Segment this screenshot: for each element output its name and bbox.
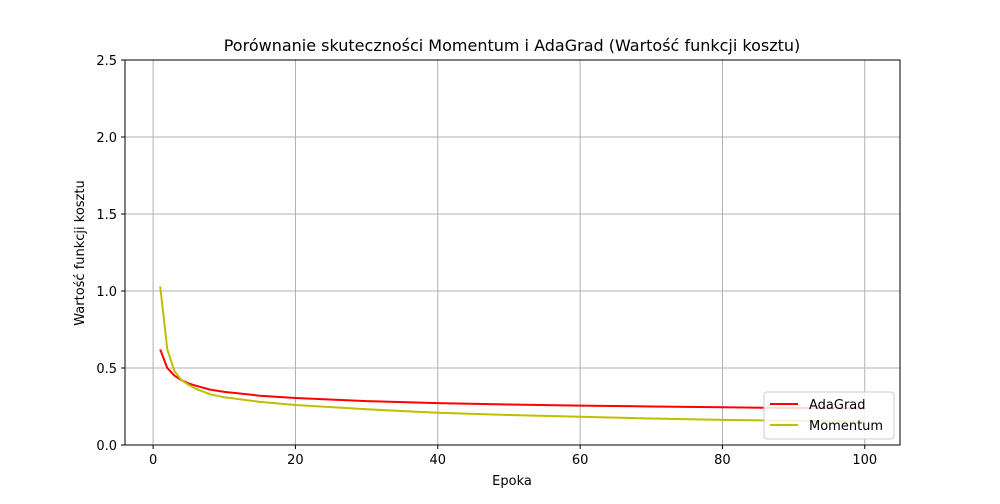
y-tick-label: 1.0	[96, 285, 117, 300]
y-tick-label: 0.5	[96, 362, 117, 377]
chart-title: Porównanie skuteczności Momentum i AdaGr…	[224, 36, 801, 55]
axis-ticks: 0 20 40 60 80 100 0.0 0.5 1.0 1.5 2.0 2.5	[96, 54, 877, 468]
plot-frame	[124, 59, 901, 446]
y-tick-label: 2.0	[96, 131, 117, 146]
x-axis-label: Epoka	[492, 474, 532, 489]
y-axis-label: Wartość funkcji kosztu	[73, 180, 88, 325]
y-tick-label: 2.5	[96, 54, 117, 69]
legend-label-momentum: Momentum	[809, 419, 883, 434]
y-tick-label: 1.5	[96, 208, 117, 223]
series-line-momentum	[159, 286, 865, 423]
x-tick-label: 60	[572, 453, 589, 468]
legend-label-adagrad: AdaGrad	[809, 398, 866, 413]
x-tick-label: 20	[287, 453, 304, 468]
x-tick-label: 0	[149, 453, 157, 468]
legend: AdaGrad Momentum	[763, 391, 895, 440]
x-tick-label: 100	[852, 453, 877, 468]
x-tick-label: 40	[430, 453, 447, 468]
x-tick-label: 80	[714, 453, 731, 468]
y-tick-label: 0.0	[96, 439, 117, 454]
series-layer	[159, 286, 865, 423]
